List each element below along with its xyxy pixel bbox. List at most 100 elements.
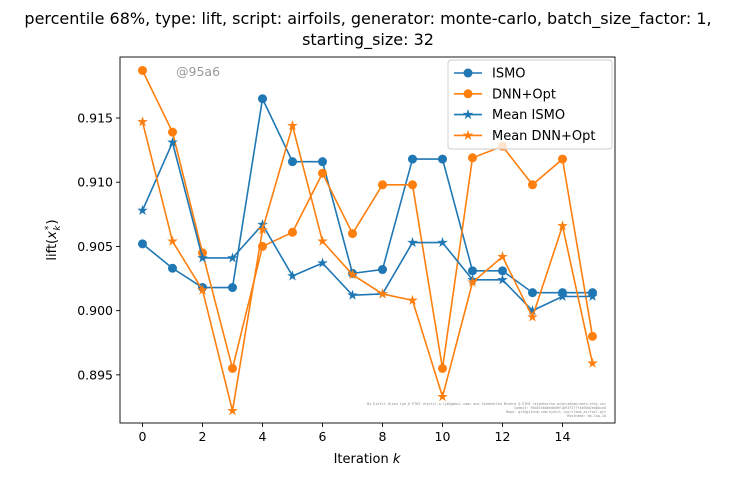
chart-title-line2: starting_size: 32	[302, 30, 434, 50]
legend-label: Mean ISMO	[492, 108, 565, 123]
data-point-mean-ismo	[407, 236, 418, 248]
x-axis-label-text: Iteration	[334, 452, 393, 467]
y-tick-label: 0.910	[77, 175, 113, 190]
credit-line: Hostname: mb-lap-10	[567, 414, 606, 418]
data-point-mean-ismo	[167, 136, 178, 147]
series-line-mean-dnn-opt	[141, 121, 594, 412]
watermark-text: @95a6	[176, 64, 220, 79]
data-point-mean-dnn-opt	[137, 116, 148, 127]
data-point-mean-dnn-opt	[527, 311, 538, 322]
data-point-mean-dnn-opt	[197, 284, 208, 295]
x-tick-label: 10	[435, 429, 451, 444]
data-point-mean-ismo	[437, 236, 448, 248]
legend-item-mean-ismo: Mean ISMO	[454, 108, 565, 123]
x-axis-label: Iteration k	[334, 452, 401, 467]
y-axis-label-variable: x	[45, 231, 60, 240]
y-axis-label-subscript: k	[53, 225, 63, 231]
data-point-ismo	[377, 265, 387, 275]
legend-item-dnn-opt: DNN+Opt	[454, 87, 556, 102]
x-tick-label: 4	[259, 429, 267, 444]
data-point-mean-ismo	[197, 252, 208, 263]
data-point-mean-dnn-opt	[407, 294, 418, 305]
data-point-dnn-opt	[377, 180, 387, 190]
data-point-mean-ismo	[347, 289, 358, 300]
legend-box	[447, 59, 613, 150]
data-point-dnn-opt	[168, 127, 178, 137]
data-point-ismo	[287, 157, 297, 167]
y-tick-label: 0.900	[77, 303, 113, 318]
data-point-mean-ismo	[317, 257, 328, 268]
legend-marker	[462, 129, 474, 140]
data-point-mean-dnn-opt	[557, 220, 568, 231]
legend-label: Mean DNN+Opt	[492, 129, 596, 144]
data-point-mean-ismo	[227, 252, 238, 263]
data-point-mean-dnn-opt	[377, 288, 388, 299]
x-tick-label: 8	[379, 429, 387, 444]
data-point-dnn-opt	[228, 363, 238, 373]
legend-item-ismo: ISMO	[454, 67, 526, 82]
data-point-mean-dnn-opt	[227, 405, 238, 416]
y-axis-label-close: )	[45, 219, 60, 224]
legend-marker	[463, 89, 473, 99]
data-point-mean-dnn-opt	[257, 224, 268, 235]
data-point-mean-ismo	[497, 274, 508, 285]
legend-marker	[463, 68, 473, 78]
legend-label: DNN+Opt	[492, 87, 556, 102]
x-axis: 0 2 4 6 8 10 12 14	[139, 423, 571, 444]
data-point-ismo	[228, 283, 238, 293]
data-point-mean-dnn-opt	[287, 120, 298, 131]
credit-line: Repo: git@github.com:kjetil-lye/ilsmo_ai…	[506, 410, 606, 414]
credit-line: By Kjetil Olsen Lye @ ETHZ <kjetil.o.lye…	[367, 402, 606, 406]
data-point-mean-ismo	[557, 290, 568, 302]
data-point-dnn-opt	[287, 227, 297, 237]
data-point-mean-dnn-opt	[167, 235, 178, 246]
x-tick-label: 0	[139, 429, 147, 444]
data-point-ismo	[168, 263, 178, 273]
data-point-dnn-opt	[557, 154, 567, 164]
y-tick-label: 0.915	[77, 111, 113, 126]
plot-area	[119, 56, 616, 424]
credit-text-block: By Kjetil Olsen Lye @ ETHZ <kjetil.o.lye…	[367, 402, 606, 418]
credit-line: Commit: 95a67e8d6edb09f1b93f377f4b90d2ed…	[514, 406, 606, 410]
data-point-ismo	[317, 157, 327, 167]
data-point-dnn-opt	[317, 168, 327, 178]
y-axis-label-text: lift(	[45, 239, 60, 261]
y-axis-label: lift(x*k)	[44, 219, 63, 260]
data-point-ismo	[527, 288, 537, 298]
x-tick-label: 2	[199, 429, 207, 444]
data-point-mean-dnn-opt	[467, 276, 478, 287]
series-line-mean-ismo	[141, 141, 593, 312]
y-tick-label: 0.905	[77, 239, 113, 254]
series-line-dnn-opt	[141, 70, 594, 370]
data-point-mean-dnn-opt	[437, 391, 448, 402]
legend-marker	[462, 109, 474, 120]
data-point-mean-ismo	[587, 290, 598, 302]
x-tick-label: 6	[319, 429, 327, 444]
y-tick-label: 0.895	[77, 367, 113, 382]
legend: ISMO DNN+Opt Mean ISMO Mean DNN+Opt	[447, 59, 613, 150]
data-point-mean-dnn-opt	[347, 269, 358, 280]
data-point-dnn-opt	[587, 331, 597, 341]
data-point-dnn-opt	[138, 65, 148, 75]
chart-title-line1: percentile 68%, type: lift, script: airf…	[24, 9, 711, 29]
data-point-mean-dnn-opt	[497, 251, 508, 262]
data-point-ismo	[437, 154, 447, 164]
series-mean-dnn-opt	[137, 116, 598, 416]
y-axis: 0.895 0.900 0.905 0.910 0.915	[77, 111, 120, 382]
series-line-ismo	[141, 97, 593, 294]
data-point-dnn-opt	[527, 180, 537, 190]
data-point-mean-ismo	[137, 204, 148, 215]
data-point-dnn-opt	[437, 363, 447, 373]
data-point-ismo	[257, 94, 267, 104]
data-point-ismo	[497, 266, 507, 276]
x-axis-label-variable: k	[393, 452, 401, 467]
legend-label: ISMO	[492, 67, 526, 82]
data-point-ismo	[467, 266, 477, 276]
data-point-mean-dnn-opt	[587, 357, 598, 368]
data-point-dnn-opt	[347, 229, 357, 239]
x-tick-label: 14	[555, 429, 571, 444]
x-tick-label: 12	[495, 429, 511, 444]
data-point-mean-ismo	[287, 270, 298, 281]
